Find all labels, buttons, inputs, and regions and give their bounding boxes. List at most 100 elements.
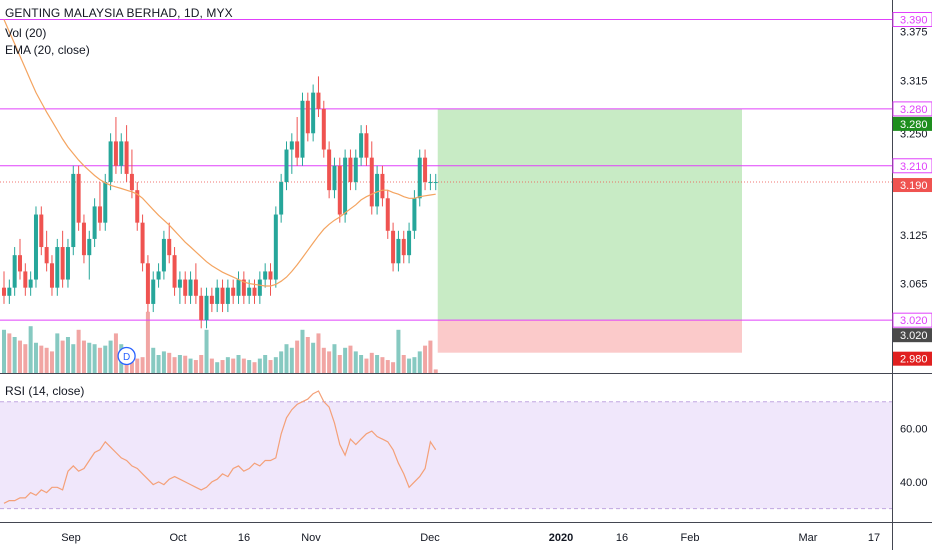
volume-bar [177, 355, 182, 373]
volume-bar [257, 358, 262, 373]
candle-body [17, 255, 22, 272]
volume-bar [188, 358, 193, 373]
candle-body [401, 238, 406, 256]
candle-body [76, 173, 81, 223]
candle-body [129, 173, 134, 191]
time-tick-label: Nov [301, 532, 321, 544]
candle-body [225, 287, 230, 304]
volume-bar [135, 358, 140, 373]
volume-bar [65, 337, 70, 373]
candle-body [167, 238, 172, 256]
candle-body [135, 190, 140, 223]
time-tick-label: 16 [238, 532, 250, 544]
volume-bar [49, 351, 54, 373]
volume-bar [332, 344, 337, 373]
candle-body [140, 222, 145, 264]
price-tick-label: 3.315 [900, 75, 928, 87]
candle-body [81, 222, 86, 256]
candle-body [375, 173, 380, 207]
volume-bar [81, 340, 86, 373]
stop-zone [437, 320, 742, 353]
candle-body [145, 263, 150, 304]
candle-body [87, 238, 92, 256]
candle-body [316, 92, 321, 109]
candle-body [209, 295, 214, 304]
price-label-text: 3.190 [900, 180, 928, 192]
candle-body [305, 100, 310, 134]
volume-bar [353, 351, 358, 373]
time-tick-label: 16 [616, 532, 628, 544]
volume-bar [167, 352, 172, 373]
candle-body [327, 149, 332, 191]
volume-bar [71, 344, 76, 373]
candle-body [380, 173, 385, 199]
volume-bar [401, 355, 406, 373]
volume-bar [268, 360, 273, 373]
candle-body [199, 295, 204, 321]
candle-body [204, 295, 209, 321]
rsi-legend[interactable]: RSI (14, close) [5, 384, 85, 398]
candle-body [423, 157, 428, 183]
candle-body [103, 182, 108, 223]
dividend-event-badge [117, 346, 136, 366]
price-label-box [892, 312, 932, 328]
volume-bar [215, 362, 220, 373]
price-tick-label: 3.125 [900, 230, 928, 242]
volume-bar [348, 345, 353, 373]
candle-body [284, 149, 289, 183]
volume-bar [209, 358, 214, 373]
price-label-box [893, 328, 932, 343]
target-zone [437, 108, 742, 321]
candle-body [241, 279, 246, 296]
volume-bar [428, 340, 433, 373]
candle-body [113, 141, 118, 166]
candle-body [220, 287, 225, 304]
price-tick-label: 3.250 [900, 128, 928, 140]
candle-body [92, 206, 97, 239]
candle-body [71, 173, 76, 248]
candle-body [279, 182, 284, 215]
price-tick-label: 3.065 [900, 279, 928, 291]
candle-body [161, 238, 166, 272]
candle-body [268, 271, 273, 280]
candle-body [433, 182, 438, 184]
candle-body [44, 247, 49, 264]
candle-body [343, 157, 348, 215]
volume-bar [129, 362, 134, 373]
price-label-box [892, 158, 932, 174]
volume-bar [295, 340, 300, 373]
volume-legend[interactable]: Vol (20) [5, 26, 47, 40]
candle-body [311, 92, 316, 134]
volume-bar [60, 340, 65, 373]
volume-bar [172, 357, 177, 373]
volume-bar [289, 347, 294, 373]
volume-bar [380, 357, 385, 373]
candle-body [108, 141, 113, 183]
candle-body [273, 214, 278, 280]
volume-bar [28, 326, 33, 373]
price-label-text: 3.280 [900, 104, 928, 116]
time-tick-label: 2020 [549, 532, 573, 544]
candle-body [337, 165, 342, 215]
volume-bar [7, 333, 12, 373]
volume-bar [151, 347, 156, 373]
volume-bar [327, 351, 332, 373]
price-label-text: 2.980 [900, 354, 928, 366]
volume-bar [391, 362, 396, 373]
volume-bar [433, 369, 438, 373]
volume-bar [316, 333, 321, 373]
volume-bar [103, 345, 108, 373]
candle-body [49, 263, 54, 288]
ema-legend[interactable]: EMA (20, close) [5, 43, 90, 57]
volume-bar [364, 358, 369, 373]
volume-bar [17, 340, 22, 373]
candle-body [236, 279, 241, 296]
candle-body [396, 238, 401, 264]
candle-body [364, 133, 369, 158]
candle-body [417, 157, 422, 199]
volume-bar [231, 358, 236, 373]
candle-body [177, 279, 182, 288]
candle-body [428, 182, 433, 184]
candle-body [12, 255, 17, 288]
